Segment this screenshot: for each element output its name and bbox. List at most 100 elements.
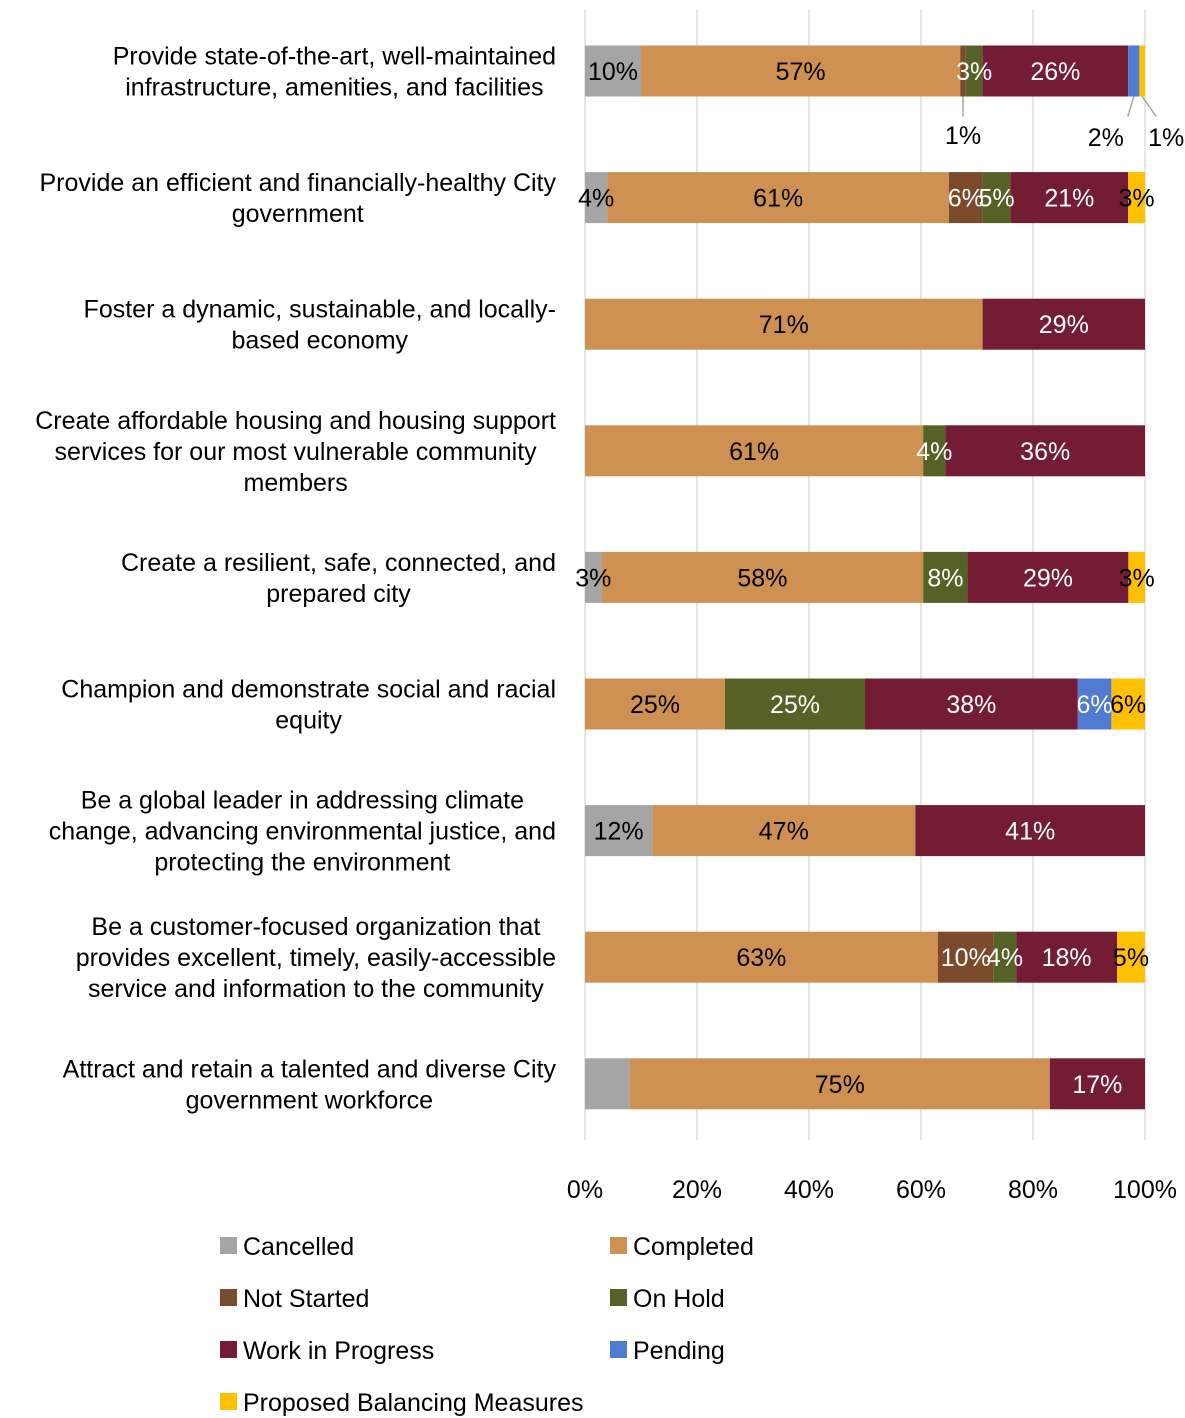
bar-segment	[601, 551, 924, 603]
bars	[585, 45, 1145, 1110]
category-label-line: based economy	[232, 327, 409, 355]
legend-swatch	[220, 1393, 237, 1410]
bar-segment	[585, 172, 608, 224]
category-label-line: services for our most vulnerable communi…	[55, 438, 538, 466]
bar-segment	[725, 678, 865, 730]
category-label: Create affordable housing and housing su…	[35, 407, 556, 497]
data-label: 8%	[927, 564, 963, 592]
bar-segment	[585, 298, 983, 350]
category-label-line: Attract and retain a talented and divers…	[63, 1055, 557, 1083]
category-label: Be a customer-focused organization that p…	[76, 913, 556, 1003]
bar-segment	[1111, 678, 1145, 730]
data-label: 3%	[1119, 185, 1155, 213]
data-label: 6%	[1077, 691, 1113, 719]
bar-segment	[585, 45, 641, 97]
bar-segment	[585, 931, 938, 983]
legend-label: Not Started	[243, 1285, 369, 1313]
category-label-line: equity	[275, 707, 342, 735]
category-label: Attract and retain a talented and divers…	[63, 1055, 557, 1114]
data-label: 47%	[759, 818, 809, 846]
legend-label: On Hold	[633, 1285, 725, 1313]
bar-segment	[923, 551, 968, 603]
category-label-line: protecting the environment	[154, 849, 450, 877]
callout-label: 2%	[1088, 124, 1124, 152]
category-label: Champion and demonstrate social and raci…	[61, 676, 556, 735]
bar-segment	[607, 172, 949, 224]
bar-segment	[585, 805, 653, 857]
data-label: 36%	[1020, 438, 1070, 466]
x-tick-label: 80%	[1008, 1176, 1058, 1204]
x-tick-label: 100%	[1113, 1176, 1177, 1204]
data-label: 71%	[759, 311, 809, 339]
data-label: 6%	[948, 185, 984, 213]
bar-segment	[993, 931, 1017, 983]
category-label-line: Provide state-of-the-art, well-maintaine…	[113, 43, 556, 71]
data-label: 25%	[630, 691, 680, 719]
data-label: 10%	[941, 944, 991, 972]
data-label: 4%	[987, 944, 1023, 972]
data-label: 5%	[1113, 944, 1149, 972]
legend-swatch	[610, 1237, 627, 1254]
data-label: 29%	[1039, 311, 1089, 339]
data-label: 21%	[1044, 185, 1094, 213]
bar-segment	[629, 1058, 1050, 1110]
legend-item: Not Started	[220, 1285, 369, 1313]
bar-segment	[1049, 1058, 1145, 1110]
callout-label: 1%	[1148, 124, 1184, 152]
data-label: 26%	[1030, 58, 1080, 86]
bar-segment	[982, 45, 1129, 97]
legend-label: Cancelled	[243, 1233, 354, 1261]
bar-segment	[967, 551, 1129, 603]
legend-swatch	[220, 1341, 237, 1358]
data-label: 61%	[753, 185, 803, 213]
category-label-line: change, advancing environmental justice,…	[49, 818, 556, 846]
bar-segment	[1077, 678, 1112, 730]
category-label: Create a resilient, safe, connected, and…	[121, 549, 556, 608]
bar-segment	[949, 172, 983, 224]
category-label-line: Foster a dynamic, sustainable, and local…	[84, 296, 556, 324]
category-label-line: service and information to the community	[88, 975, 544, 1003]
data-label: 61%	[729, 438, 779, 466]
bar-segment	[960, 45, 966, 97]
x-tick-label: 60%	[896, 1176, 946, 1204]
category-label-line: members	[244, 469, 348, 497]
bar-segment	[1139, 45, 1145, 97]
category-label-line: Create a resilient, safe, connected, and	[121, 549, 556, 577]
category-label-line: Be a global leader in addressing climate	[81, 787, 524, 815]
bar-segment	[865, 678, 1078, 730]
data-label: 63%	[736, 944, 786, 972]
legend-swatch	[610, 1289, 627, 1306]
x-tick-label: 40%	[784, 1176, 834, 1204]
bar-segment	[585, 551, 602, 603]
data-label: 3%	[956, 58, 992, 86]
callout-leader-line	[1127, 96, 1135, 117]
bar-segment	[982, 172, 1011, 224]
category-label-line: provides excellent, timely, easily-acces…	[76, 944, 556, 972]
data-label: 6%	[1110, 691, 1146, 719]
data-labels: 10% 57% 3% 26%4% 61% 6%5% 21% 3%71% 29%61% 4% 36%3…	[575, 58, 1155, 1099]
data-label: 38%	[946, 691, 996, 719]
category-label: Foster a dynamic, sustainable, and local…	[84, 296, 556, 355]
legend-item: Pending	[610, 1337, 725, 1365]
bar-segment	[585, 678, 725, 730]
data-label: 5%	[979, 185, 1015, 213]
bar-segment	[965, 45, 983, 97]
legend-item: Work in Progress	[220, 1337, 434, 1365]
bar-segment	[1117, 931, 1145, 983]
callout-label: 1%	[945, 122, 981, 150]
legend-item: Cancelled	[220, 1233, 354, 1261]
data-label: 12%	[594, 818, 644, 846]
legend-label: Work in Progress	[243, 1337, 434, 1365]
category-label-line: government	[232, 200, 364, 228]
data-label: 4%	[916, 438, 952, 466]
data-label: 25%	[770, 691, 820, 719]
data-label: 4%	[578, 185, 614, 213]
data-label: 57%	[776, 58, 826, 86]
bar-segment	[1010, 172, 1129, 224]
bar-segment	[945, 425, 1145, 477]
bar-segment	[1128, 172, 1145, 224]
bar-segment	[1016, 931, 1117, 983]
legend-item: On Hold	[610, 1285, 725, 1313]
category-label-line: Create affordable housing and housing su…	[35, 407, 556, 435]
